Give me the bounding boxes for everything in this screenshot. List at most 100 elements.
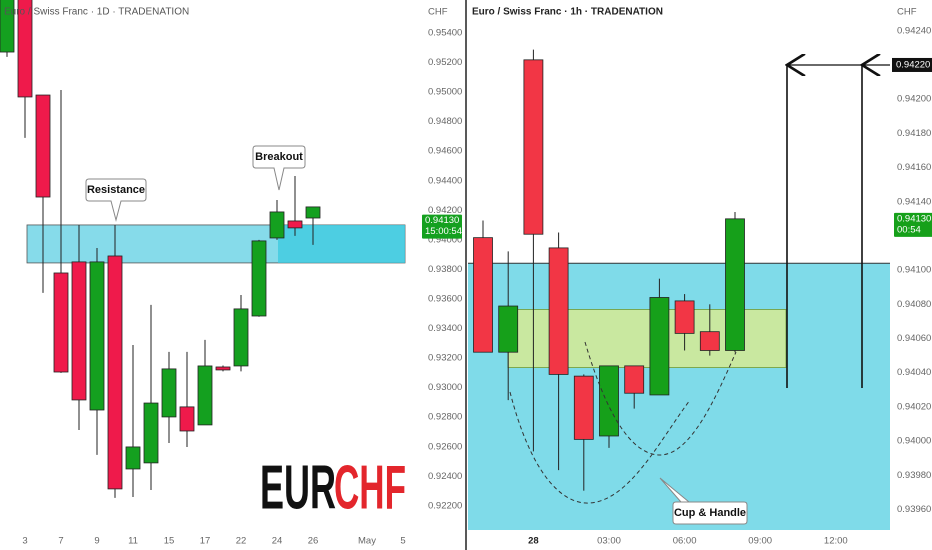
current-price-timer: 00:54	[897, 224, 921, 235]
candle-body	[197, 365, 213, 426]
y-tick-label: 0.94000	[428, 234, 462, 245]
candle-body	[599, 365, 619, 437]
y-tick-label: 0.94020	[897, 401, 931, 412]
callout-label: Breakout	[255, 151, 303, 163]
zone-highlight	[278, 224, 405, 263]
callout-label: Cup & Handle	[674, 507, 746, 519]
x-tick-label: 9	[94, 536, 99, 547]
candle-body	[161, 368, 177, 418]
y-tick-label: 0.94180	[897, 128, 931, 139]
current-price-box	[422, 214, 462, 239]
y-tick-label: 0.94040	[897, 367, 931, 378]
candle-body	[548, 247, 569, 375]
overlay: 0.95400 0.95200 0.95000 0.94800 0.94600 0.944…	[22, 25, 932, 547]
candle-body	[624, 365, 645, 394]
y-tick-label: 0.94400	[428, 175, 462, 186]
candle-body	[125, 446, 141, 470]
y-tick-label: 0.95200	[428, 57, 462, 68]
current-price-label: 0.94130	[897, 213, 931, 224]
axis-label: CHF	[428, 7, 448, 18]
y-tick-label: 0.92400	[428, 471, 462, 482]
x-tick-label: 11	[128, 536, 138, 547]
candle-body	[17, 0, 33, 98]
candle-body	[725, 218, 745, 351]
x-tick-label: 17	[200, 536, 211, 547]
candle-body	[233, 308, 249, 367]
candle-body	[473, 237, 493, 353]
callout	[659, 477, 748, 525]
y-tick-label: 0.94060	[897, 333, 931, 344]
current-price-box	[894, 212, 932, 237]
y-tick-label: 0.94800	[428, 116, 462, 127]
x-tick-label: 28	[528, 536, 539, 547]
current-price-timer: 15:00:54	[425, 226, 462, 237]
chart-title: Euro / Swiss Franc · 1h · TRADENATION	[472, 7, 663, 18]
plot-left	[0, 0, 406, 498]
candle-body	[107, 255, 123, 490]
x-tick-label: 12:00	[824, 536, 848, 547]
y-tick-label: 0.95000	[428, 87, 462, 98]
candle-body	[179, 406, 195, 432]
y-tick-label: 0.92800	[428, 412, 462, 423]
cup-curve	[509, 391, 691, 504]
chart-title: Euro / Swiss Franc · 1D · TRADENATION	[4, 7, 189, 18]
target-box	[892, 57, 932, 72]
logo-part: CHF	[334, 453, 406, 522]
candle-body	[269, 211, 285, 239]
candle-body	[215, 366, 231, 371]
y-tick-label: 0.94000	[897, 436, 931, 447]
callout	[85, 178, 147, 222]
y-tick-label: 0.94100	[897, 265, 931, 276]
plot-right	[468, 49, 890, 530]
target-label: 0.94220	[896, 59, 930, 70]
x-tick-label: 24	[272, 536, 283, 547]
candle-body	[53, 272, 69, 373]
x-tick-label: 09:00	[748, 536, 772, 547]
x-tick-label: 26	[308, 536, 319, 547]
y-tick-label: 0.94160	[897, 162, 931, 173]
candle-body	[649, 297, 670, 396]
callout	[252, 145, 306, 191]
candle-body	[523, 59, 544, 235]
candle-body	[674, 300, 695, 334]
y-tick-label: 0.92200	[428, 500, 462, 511]
candle-body	[35, 94, 51, 198]
y-tick-label: 0.94140	[897, 196, 931, 207]
candle-body	[287, 220, 303, 229]
x-tick-label: 15	[164, 536, 175, 547]
y-tick-label: 0.93000	[428, 382, 462, 393]
candle-body	[251, 240, 267, 317]
x-tick-label: 7	[58, 536, 63, 547]
y-tick-label: 0.93960	[897, 504, 931, 515]
logo-part: EUR	[260, 453, 336, 522]
candle-body	[573, 375, 594, 440]
candle-body	[305, 206, 321, 219]
y-tick-label: 0.93800	[428, 264, 462, 275]
y-tick-label: 0.94600	[428, 146, 462, 157]
x-tick-label: 3	[22, 536, 27, 547]
y-tick-label: 0.92600	[428, 441, 462, 452]
y-tick-label: 0.94200	[428, 205, 462, 216]
candle-body	[89, 261, 105, 411]
y-tick-label: 0.94240	[897, 25, 931, 36]
x-tick-label: 03:00	[597, 536, 621, 547]
y-tick-label: 0.93980	[897, 470, 931, 481]
candle-body	[498, 305, 519, 353]
candle-body	[143, 402, 159, 464]
y-tick-label: 0.95400	[428, 27, 462, 38]
y-tick-label: 0.93400	[428, 323, 462, 334]
callout-label: Resistance	[87, 184, 145, 196]
x-tick-label: 22	[236, 536, 247, 547]
y-tick-label: 0.93600	[428, 294, 462, 305]
axis-label: CHF	[897, 7, 917, 18]
candle-body	[0, 0, 15, 53]
y-tick-label: 0.93200	[428, 353, 462, 364]
candle-body	[71, 261, 87, 401]
current-price-label: 0.94130	[425, 215, 459, 226]
y-tick-label: 0.94080	[897, 299, 931, 310]
handle-curve	[584, 341, 737, 456]
y-tick-label: 0.94200	[897, 94, 931, 105]
x-tick-label: 06:00	[673, 536, 697, 547]
x-tick-label: May	[358, 536, 376, 547]
